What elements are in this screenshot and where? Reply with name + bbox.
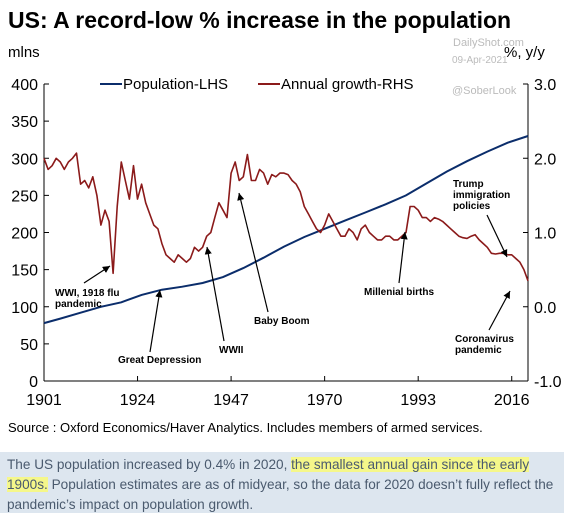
x-tick-label: 1924 bbox=[120, 392, 156, 409]
annotation-label: Great Depression bbox=[118, 355, 201, 366]
right-tick-label: 3.0 bbox=[534, 77, 556, 94]
annotation-arrow bbox=[237, 192, 269, 313]
annotation-label: Millenial births bbox=[364, 287, 434, 298]
left-axis-label: mlns bbox=[8, 44, 40, 61]
annotation-label: Trump immigration policies bbox=[453, 179, 510, 212]
annotation-arrow bbox=[398, 231, 408, 284]
annotation-label: WWI, 1918 flu pandemic bbox=[55, 288, 119, 310]
annotation-arrow bbox=[149, 289, 163, 353]
legend-label-growth: Annual growth-RHS bbox=[281, 76, 414, 93]
left-tick-label: 50 bbox=[20, 337, 38, 354]
axes: 0 50 100 150 200 250 300 350 400 -1.0 0.0 1.0 2.0 3.0… bbox=[11, 77, 561, 409]
chart: US: A record-low % increase in the popul… bbox=[8, 7, 562, 435]
left-tick-label: 150 bbox=[11, 263, 38, 280]
caption: The US population increased by 0.4% in 2… bbox=[0, 452, 564, 513]
annotation-label: Baby Boom bbox=[254, 316, 310, 327]
right-tick-label: -1.0 bbox=[534, 374, 562, 391]
annotation-arrow bbox=[488, 290, 511, 331]
annotation-label: WWII bbox=[219, 345, 244, 356]
annotations: WWI, 1918 flu pandemic Great Depression WWI… bbox=[55, 179, 514, 366]
left-tick-label: 100 bbox=[11, 300, 38, 317]
legend-label-population: Population-LHS bbox=[123, 76, 228, 93]
left-tick-label: 200 bbox=[11, 226, 38, 243]
series-line-growth bbox=[43, 152, 529, 282]
series-layer bbox=[43, 135, 529, 325]
x-tick-label: 1901 bbox=[26, 392, 62, 409]
right-tick-label: 1.0 bbox=[534, 226, 556, 243]
source-note: Source : Oxford Economics/Haver Analytic… bbox=[8, 420, 483, 435]
x-tick-label: 1993 bbox=[400, 392, 436, 409]
caption-text-end: Population estimates are as of midyear, … bbox=[7, 477, 554, 512]
right-tick-label: 0.0 bbox=[534, 300, 556, 317]
legend: Population-LHS Annual growth-RHS bbox=[100, 76, 414, 93]
left-tick-label: 300 bbox=[11, 151, 38, 168]
x-tick-label: 2016 bbox=[494, 392, 530, 409]
series-line-population bbox=[43, 135, 529, 325]
watermark-date: 09-Apr-2021 bbox=[452, 55, 508, 66]
left-tick-label: 350 bbox=[11, 114, 38, 131]
annotation-arrow bbox=[204, 246, 225, 342]
right-axis-label: %, y/y bbox=[504, 44, 545, 61]
right-tick-label: 2.0 bbox=[534, 151, 556, 168]
caption-text-start: The US population increased by 0.4% in 2… bbox=[7, 457, 292, 472]
left-tick-label: 400 bbox=[11, 77, 38, 94]
watermark-site: DailyShot.com bbox=[453, 37, 524, 49]
x-tick-label: 1970 bbox=[307, 392, 343, 409]
watermark-handle: @SoberLook bbox=[452, 85, 517, 97]
left-tick-label: 0 bbox=[29, 374, 38, 391]
annotation-arrow bbox=[486, 214, 508, 258]
x-tick-label: 1947 bbox=[213, 392, 249, 409]
left-tick-label: 250 bbox=[11, 188, 38, 205]
chart-title: US: A record-low % increase in the popul… bbox=[8, 7, 511, 33]
annotation-label: Coronavirus pandemic bbox=[455, 334, 514, 356]
annotation-arrow bbox=[83, 265, 111, 284]
